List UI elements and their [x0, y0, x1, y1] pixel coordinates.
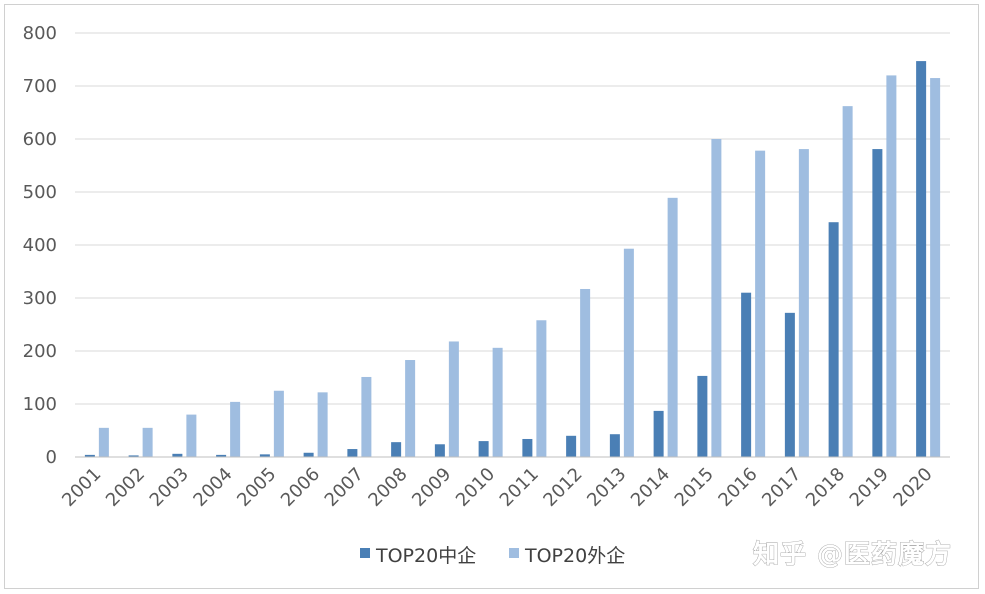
x-tick-label: 2016 [714, 464, 761, 511]
x-tick-label: 2017 [758, 464, 805, 511]
bar-series-1 [697, 375, 708, 457]
y-tick-label: 300 [23, 288, 57, 309]
bar-series-1 [916, 61, 927, 458]
bars [84, 61, 941, 458]
bar-series-1 [259, 454, 270, 457]
x-tick-label: 2006 [277, 464, 324, 511]
bar-series-2 [755, 150, 766, 457]
bar-series-2 [230, 401, 241, 457]
bar-series-1 [784, 312, 795, 457]
bar-series-2 [842, 106, 853, 457]
watermark-text: 知乎 @医药魔方 [753, 539, 952, 570]
bar-series-1 [391, 442, 402, 457]
bar-series-2 [536, 320, 547, 457]
x-tick-label: 2011 [496, 464, 543, 511]
bar-series-1 [478, 441, 489, 457]
bar-series-2 [930, 78, 941, 458]
bar-series-2 [798, 149, 809, 457]
y-tick-label: 200 [23, 341, 57, 362]
y-tick-label: 0 [46, 447, 57, 468]
bar-series-2 [711, 139, 722, 457]
bar-series-1 [303, 452, 314, 457]
x-tick-label: 2018 [802, 464, 849, 511]
x-tick-label: 2004 [189, 464, 236, 511]
y-tick-label: 100 [23, 394, 57, 415]
bar-series-1 [566, 435, 577, 457]
bar-series-2 [448, 341, 459, 457]
bar-series-1 [653, 410, 664, 457]
bar-series-1 [347, 449, 358, 457]
x-axis-ticks: 2001200220032004200520062007200820092010… [58, 464, 936, 511]
bar-series-2 [98, 427, 109, 457]
legend-swatch-series-2 [509, 548, 519, 558]
bar-series-2 [405, 360, 416, 457]
x-tick-label: 2003 [146, 464, 193, 511]
bar-series-2 [142, 427, 153, 457]
y-tick-label: 400 [23, 235, 57, 256]
legend-label-series-1: TOP20中企 [375, 545, 476, 567]
bar-series-1 [828, 222, 839, 457]
y-axis-ticks: 0 100 200 300 400 500 600 700 800 [23, 23, 57, 468]
bar-series-2 [317, 392, 328, 457]
bar-series-2 [492, 347, 503, 457]
x-tick-label: 2014 [627, 464, 674, 511]
bar-series-2 [186, 414, 197, 457]
x-tick-label: 2005 [233, 464, 280, 511]
bar-series-1 [609, 434, 620, 457]
x-tick-label: 2007 [321, 464, 368, 511]
legend-label-series-2: TOP20外企 [524, 545, 625, 567]
x-tick-label: 2001 [58, 464, 105, 511]
bar-series-1 [172, 453, 183, 457]
x-tick-label: 2008 [364, 464, 411, 511]
bar-series-2 [886, 75, 897, 458]
x-tick-label: 2002 [102, 464, 149, 511]
gridlines [75, 32, 950, 405]
x-tick-label: 2009 [408, 464, 455, 511]
x-tick-label: 2020 [889, 464, 936, 511]
bar-series-2 [580, 288, 591, 457]
legend: TOP20中企 TOP20外企 [360, 545, 625, 567]
chart-frame [4, 4, 979, 589]
x-tick-label: 2013 [583, 464, 630, 511]
x-tick-label: 2012 [539, 464, 586, 511]
y-tick-label: 700 [23, 76, 57, 97]
bar-series-1 [128, 455, 139, 457]
y-tick-label: 800 [23, 23, 57, 44]
x-tick-label: 2015 [671, 464, 718, 511]
bar-series-1 [434, 444, 445, 457]
x-tick-label: 2019 [846, 464, 893, 511]
y-tick-label: 500 [23, 182, 57, 203]
bar-series-1 [522, 438, 533, 457]
x-tick-label: 2010 [452, 464, 499, 511]
bar-series-2 [623, 248, 634, 457]
bar-series-1 [741, 292, 752, 457]
bar-series-1 [84, 454, 95, 457]
bar-series-1 [216, 454, 227, 457]
y-tick-label: 600 [23, 129, 57, 150]
bar-series-1 [872, 149, 883, 457]
bar-series-2 [361, 376, 372, 457]
bar-series-2 [667, 197, 678, 457]
legend-swatch-series-1 [360, 548, 370, 558]
bar-series-2 [273, 390, 284, 457]
